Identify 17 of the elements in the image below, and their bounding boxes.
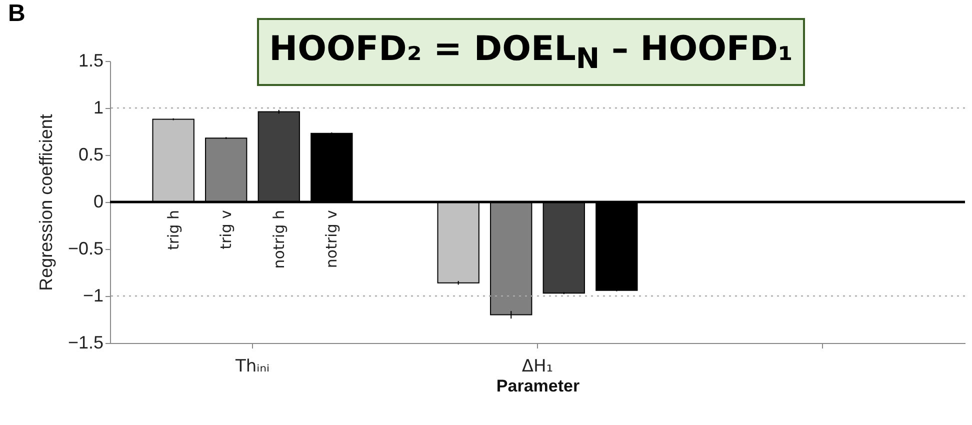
y-tick-label: −1: [82, 286, 104, 306]
y-tick-label: −0.5: [68, 238, 104, 258]
x-axis-title: Parameter: [496, 376, 580, 396]
text: notrig h: [270, 210, 288, 269]
x-tick-label: Thᵢₙᵢ: [234, 356, 270, 376]
text: notrig v: [322, 210, 341, 268]
y-tick-label: 1.5: [78, 50, 104, 70]
y-tick-label: 0: [93, 192, 104, 212]
y-tick-label: −1.5: [68, 332, 104, 352]
annotation: HOOFD₂ = DOEL$_{N}$ – HOOFD₁: [269, 29, 793, 75]
text: trig v: [217, 210, 236, 250]
y-tick-label: 1: [93, 98, 104, 118]
text: trig h: [164, 210, 182, 250]
text: B: [8, 0, 26, 28]
y-axis-title: Regression coefficient: [36, 114, 56, 291]
y-tick-label: 0.5: [78, 144, 104, 164]
x-tick-label: ΔH₁: [522, 356, 554, 376]
